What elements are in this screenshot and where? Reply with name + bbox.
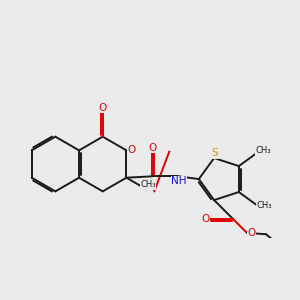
Text: O: O [148, 142, 157, 152]
Text: S: S [212, 148, 218, 158]
Text: O: O [248, 228, 256, 238]
Text: O: O [128, 146, 136, 155]
Text: CH₃: CH₃ [140, 180, 156, 189]
Text: O: O [201, 214, 210, 224]
Text: CH₃: CH₃ [255, 146, 271, 155]
Text: NH: NH [171, 176, 187, 186]
Text: O: O [99, 103, 107, 113]
Text: CH₃: CH₃ [256, 201, 272, 210]
